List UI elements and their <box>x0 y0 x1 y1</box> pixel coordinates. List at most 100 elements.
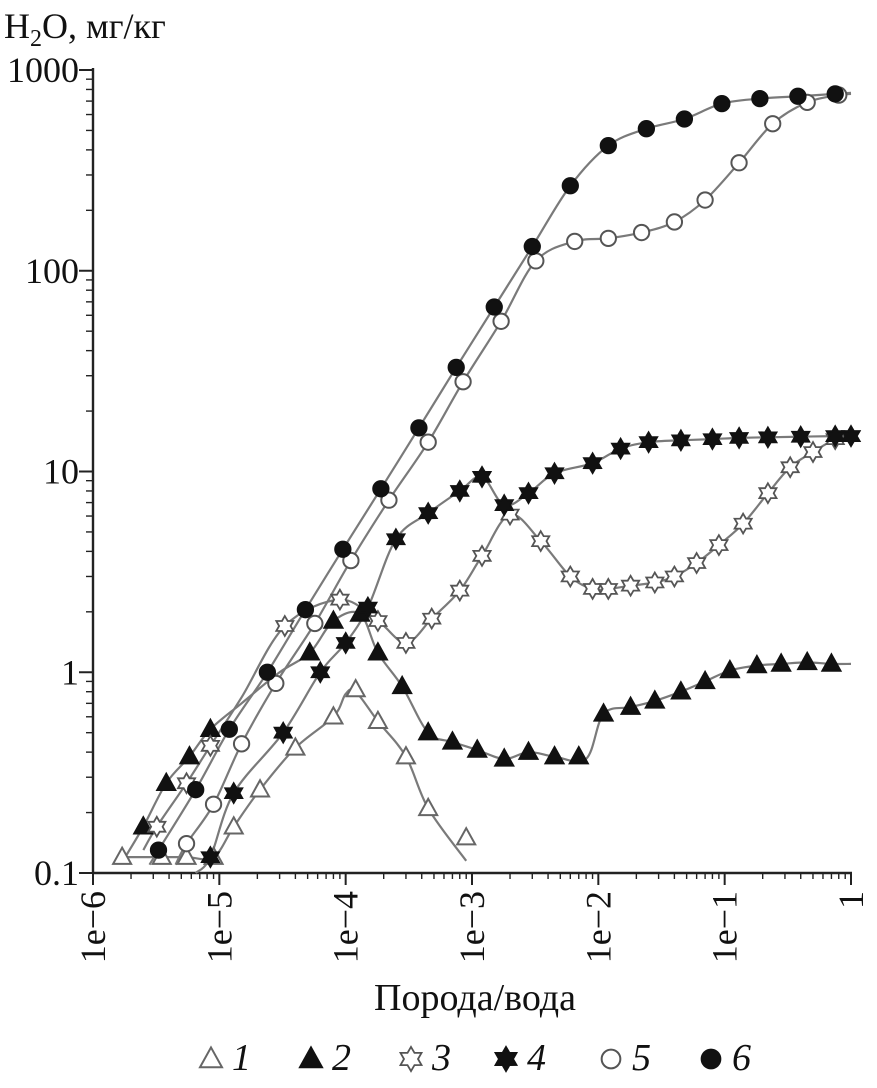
series-5-point <box>566 232 584 251</box>
series-6-line <box>148 91 852 866</box>
x-tick-label: 1e−4 <box>326 891 366 963</box>
series-2-point <box>178 745 201 765</box>
series-6-point <box>220 720 238 738</box>
series-6-point <box>637 120 656 138</box>
series-2-point <box>517 740 540 760</box>
series-4-point <box>418 501 439 525</box>
series-4-point <box>200 845 221 869</box>
series-3-point <box>802 440 824 464</box>
series-2-point <box>619 695 642 715</box>
series-2-point <box>299 641 321 661</box>
series-3-line <box>142 435 852 851</box>
x-tick-label: 1e−6 <box>73 891 113 963</box>
series-3-point <box>530 529 551 553</box>
series-4-point <box>544 461 565 486</box>
series-5-point <box>764 115 782 133</box>
series-6-point <box>296 601 315 619</box>
y-tick-label: 1000 <box>7 50 79 90</box>
series-4-point <box>757 425 779 449</box>
series-2-point <box>441 730 464 750</box>
y-tick-label: 100 <box>25 251 79 291</box>
series-4-point <box>494 493 515 517</box>
series-5-point <box>177 835 196 853</box>
series-6-point <box>258 663 277 681</box>
series-3-point <box>620 574 641 598</box>
series-5-point <box>599 229 617 248</box>
series-2-point <box>155 771 177 791</box>
legend-marker-2 <box>298 1045 324 1069</box>
series-3-point <box>274 614 295 638</box>
legend-marker-5 <box>600 1048 622 1070</box>
legend-label: 4 <box>527 1037 546 1079</box>
series-4-point <box>670 428 691 452</box>
series-3-point <box>780 455 801 479</box>
series-2-point <box>719 659 741 679</box>
series-2-point <box>132 815 154 835</box>
series-2-point <box>796 650 818 671</box>
series-2-point <box>746 654 768 674</box>
series-2-point <box>417 721 439 741</box>
series-6-point <box>334 540 352 558</box>
series-6-point <box>372 480 390 498</box>
x-tick-label: 1e−5 <box>199 891 239 963</box>
series-6-point <box>149 841 168 859</box>
x-tick-label: 1 <box>831 891 871 909</box>
series-4-point <box>273 721 294 745</box>
series-5-point <box>492 312 510 330</box>
series-5-point <box>527 252 545 270</box>
y-axis-title: H2O, мг/кг <box>4 6 166 52</box>
series-3-point <box>582 577 603 601</box>
series-2-point <box>568 745 590 765</box>
series-6-point <box>485 298 503 316</box>
chart: H2O, мг/кг 1e−6 1e−5 1e−4 1e−3 1e−2 1e−1 1 0.1 1… <box>4 6 871 1019</box>
series-5-point <box>696 191 714 209</box>
series-4-point <box>638 430 659 454</box>
legend-marker-shape <box>398 1045 424 1073</box>
legend-item-4: 4 <box>491 1030 546 1086</box>
series-4-point <box>471 465 493 489</box>
x-axis-title: Порода/вода <box>374 977 576 1019</box>
series-markers <box>111 85 862 869</box>
legend-marker-4 <box>493 1045 519 1073</box>
series-4-point <box>449 479 470 503</box>
series-3-point <box>560 564 581 589</box>
series-4-point <box>582 451 603 475</box>
legend-marker-shape <box>600 1048 622 1070</box>
legend-marker-shape <box>298 1045 324 1069</box>
series-3-point <box>471 544 493 568</box>
series-6-point <box>599 136 617 155</box>
series-3-point <box>329 587 351 612</box>
series-3-point <box>449 578 470 603</box>
series-2-point <box>694 669 716 690</box>
series-6-point <box>561 177 579 195</box>
legend-label: 5 <box>632 1037 651 1079</box>
series-6-point <box>447 358 465 377</box>
series-4-point <box>728 426 750 450</box>
y-title-subscript: 2 <box>30 26 42 52</box>
series-3-point <box>644 570 665 595</box>
series-2-point <box>466 738 488 758</box>
legend-item-1: 1 <box>196 1030 251 1086</box>
x-tick-label: 1e−1 <box>705 891 745 963</box>
series-5-point <box>665 213 684 231</box>
legend-item-2: 2 <box>296 1030 351 1086</box>
y-axis-title-text: H2O, мг/кг <box>4 6 166 52</box>
legend-label: 1 <box>232 1037 251 1079</box>
x-tick-label: 1e−2 <box>578 891 618 963</box>
series-2-point <box>391 674 413 695</box>
series-2-point <box>592 702 615 722</box>
series-6-point <box>675 110 694 128</box>
tick-labels: 1e−6 1e−5 1e−4 1e−3 1e−2 1e−1 1 0.1 1 10 100 1000 <box>7 50 871 963</box>
series-6-point <box>713 94 731 113</box>
series-2-point <box>322 609 345 629</box>
series-3-point <box>733 511 754 536</box>
series-5-point <box>232 735 251 753</box>
series-1-point <box>395 745 417 765</box>
series-3-point <box>708 533 730 557</box>
series-6-point <box>751 89 769 108</box>
legend-label: 2 <box>332 1037 351 1079</box>
series-3-point <box>757 481 779 505</box>
x-tick-label: 1e−3 <box>452 891 492 963</box>
y-tick-label: 0.1 <box>34 853 79 893</box>
series-5-point <box>632 223 651 242</box>
